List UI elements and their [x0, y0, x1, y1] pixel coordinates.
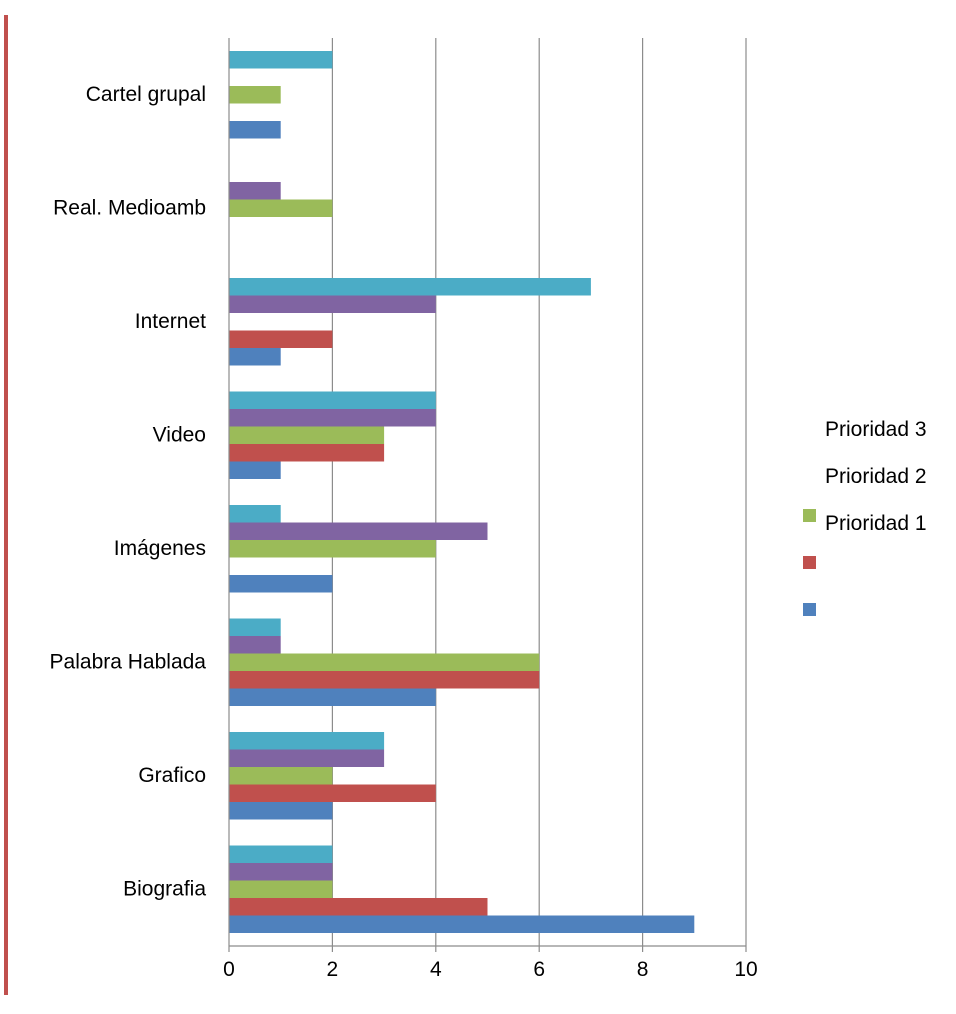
- x-tick-label: 2: [327, 958, 339, 981]
- bar-im-genes-s3: [229, 540, 436, 558]
- category-label: Internet: [135, 310, 206, 333]
- bar-grafico-s5: [229, 732, 385, 750]
- bar-video-s3: [229, 426, 385, 444]
- legend-label: Prioridad 2: [825, 465, 927, 488]
- bar-internet-s5: [229, 278, 591, 296]
- bar-im-genes-s5: [229, 505, 281, 523]
- x-tick-label: 0: [223, 958, 235, 981]
- x-tick-label: 8: [637, 958, 649, 981]
- bar-biografia-s4: [229, 863, 333, 881]
- category-label: Grafico: [138, 764, 206, 787]
- x-tick-label: 6: [533, 958, 545, 981]
- bar-biografia-s2: [229, 898, 488, 916]
- bar-grafico-s2: [229, 784, 436, 802]
- bar-palabra-hablada-s5: [229, 618, 281, 636]
- bar-biografia-s5: [229, 845, 333, 863]
- legend: Prioridad 3 Prioridad 2 Prioridad 1: [803, 418, 927, 616]
- bar-grafico-s4: [229, 749, 385, 767]
- legend-swatch: [803, 603, 816, 616]
- bar-biografia-s1: [229, 915, 695, 933]
- bar-im-genes-s1: [229, 575, 333, 593]
- bar-palabra-hablada-s1: [229, 688, 436, 706]
- bar-video-s2: [229, 444, 385, 462]
- bar-palabra-hablada-s3: [229, 653, 540, 671]
- bar-palabra-hablada-s4: [229, 636, 281, 654]
- legend-label: Prioridad 3: [825, 418, 927, 441]
- bar-im-genes-s4: [229, 522, 488, 540]
- legend-label: Prioridad 1: [825, 512, 927, 535]
- legend-swatch: [803, 462, 816, 475]
- gridlines: [331, 38, 747, 946]
- category-label: Real. Medioamb: [53, 196, 206, 219]
- bar-video-s1: [229, 461, 281, 479]
- bar-biografia-s3: [229, 880, 333, 898]
- bar-real-medioamb-s4: [229, 182, 281, 200]
- labels: Biografia Grafico Palabra Hablada Imágenes V…: [50, 83, 758, 981]
- category-label: Biografia: [123, 877, 206, 900]
- bar-video-s4: [229, 409, 436, 427]
- bar-cartel-grupal-s5: [229, 51, 333, 69]
- left-frame-line: [4, 15, 8, 995]
- bar-internet-s2: [229, 330, 333, 348]
- x-tick-label: 10: [734, 958, 757, 981]
- category-label: Imágenes: [114, 537, 206, 560]
- bar-cartel-grupal-s1: [229, 121, 281, 139]
- bar-internet-s1: [229, 348, 281, 366]
- bar-grafico-s3: [229, 767, 333, 785]
- category-label: Cartel grupal: [86, 83, 206, 106]
- bar-palabra-hablada-s2: [229, 671, 540, 689]
- bar-cartel-grupal-s3: [229, 86, 281, 104]
- bar-real-medioamb-s3: [229, 199, 333, 217]
- legend-swatch: [803, 556, 816, 569]
- axes: [228, 38, 747, 952]
- legend-swatch: [803, 509, 816, 522]
- bar-video-s5: [229, 391, 436, 409]
- category-label: Palabra Hablada: [50, 650, 207, 673]
- bar-grafico-s1: [229, 802, 333, 820]
- bar-internet-s4: [229, 295, 436, 313]
- bars: [229, 51, 695, 933]
- category-label: Video: [153, 423, 206, 446]
- x-tick-label: 4: [430, 958, 442, 981]
